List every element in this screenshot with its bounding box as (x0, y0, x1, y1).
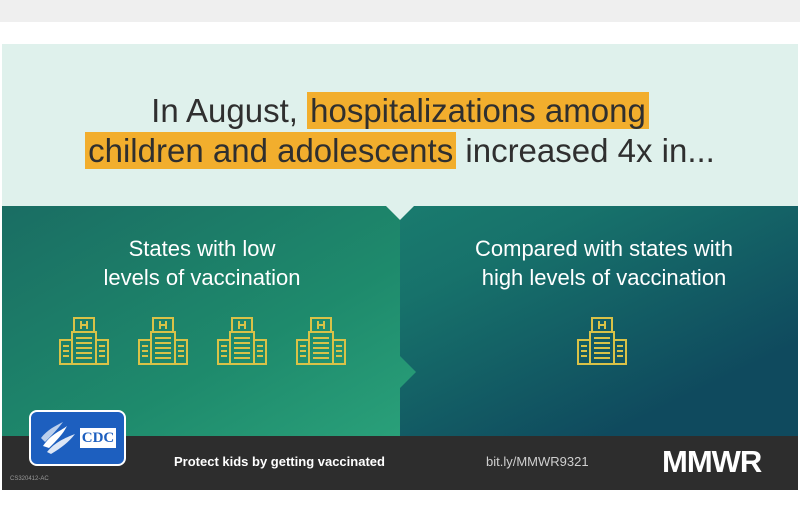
hospital-icon (576, 316, 628, 366)
hospital-icon (216, 316, 268, 366)
headline-part-1: In August, (151, 92, 308, 129)
headline-area: In August, hospitalizations among childr… (2, 44, 798, 206)
cdc-logo: CDC (29, 410, 126, 466)
left-title-line-2: levels of vaccination (103, 265, 301, 290)
right-panel-title: Compared with states with high levels of… (414, 234, 794, 292)
left-panel-title: States with low levels of vaccination (52, 234, 352, 292)
footer-bar: Protect kids by getting vaccinated bit.l… (2, 436, 798, 490)
footer-url: bit.ly/MMWR9321 (486, 454, 589, 469)
headline-part-2: increased 4x in... (456, 132, 715, 169)
left-title-line-1: States with low (128, 236, 276, 261)
headline-line-2: children and adolescents increased 4x in… (2, 132, 798, 170)
right-title-line-2: high levels of vaccination (481, 265, 727, 290)
hospital-icon (58, 316, 110, 366)
right-title-line-1: Compared with states with (475, 236, 733, 261)
headline-line-1: In August, hospitalizations among (2, 92, 798, 130)
footer-tagline: Protect kids by getting vaccinated (174, 454, 385, 469)
cdc-logo-text: CDC (80, 428, 116, 448)
headline-highlight-2: children and adolescents (85, 132, 457, 169)
mmwr-logo: MMWR (662, 444, 762, 479)
hospital-icon (295, 316, 347, 366)
infographic-card: In August, hospitalizations among childr… (2, 44, 798, 490)
headline-highlight-1: hospitalizations among (307, 92, 649, 129)
panel-background (2, 206, 798, 436)
footer-code: CS320412-AC (10, 476, 49, 482)
hhs-eagle-icon (41, 422, 75, 454)
top-bar (0, 0, 800, 22)
comparison-panels: States with low levels of vaccination Co… (2, 206, 798, 436)
hospital-icon (137, 316, 189, 366)
